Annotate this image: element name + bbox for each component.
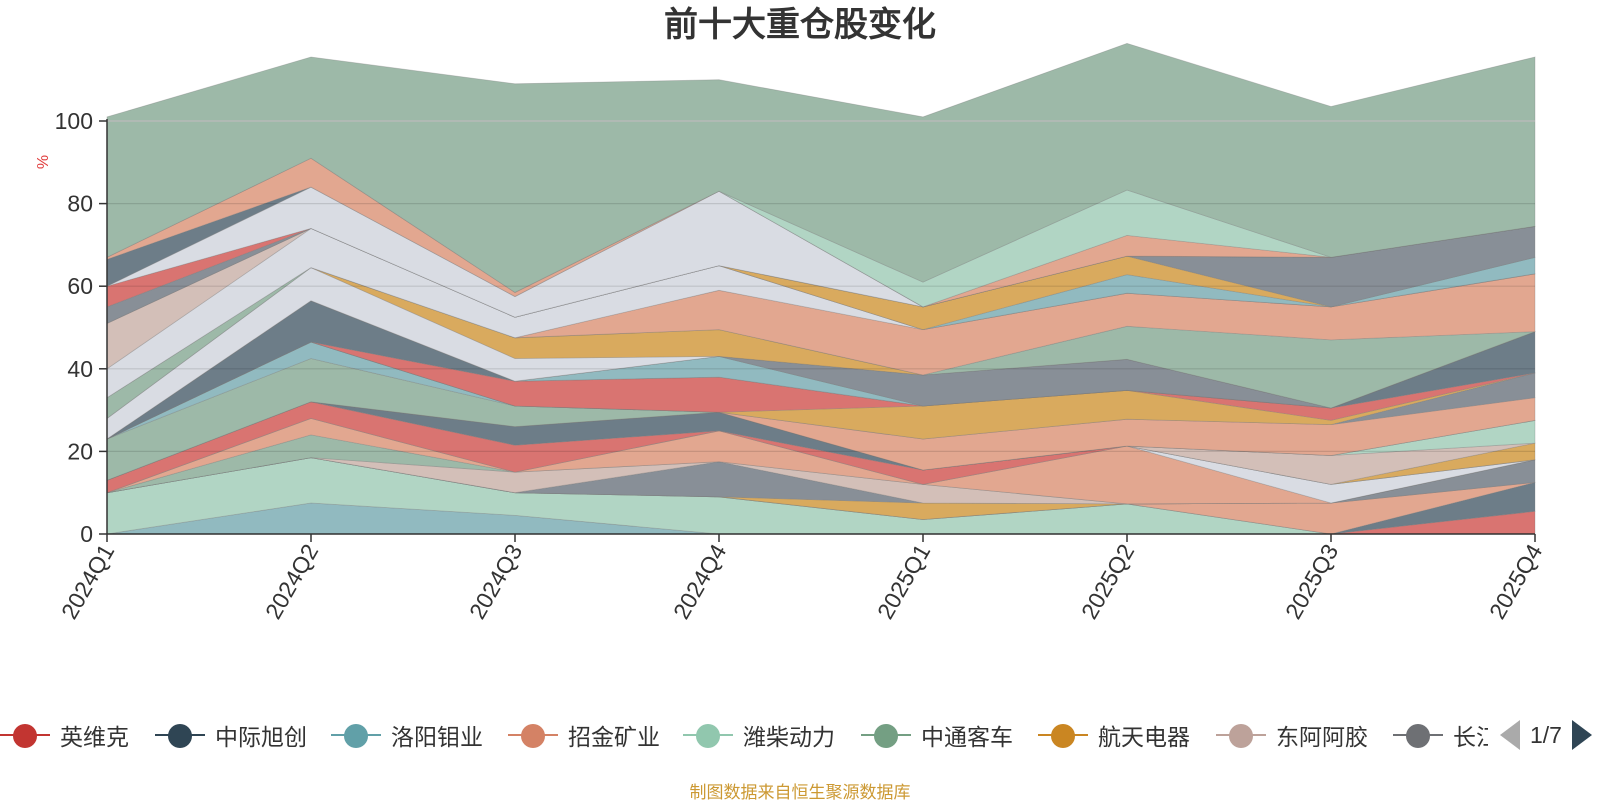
legend-label: 招金矿业: [568, 724, 660, 750]
legend-pager: 1/7: [1500, 718, 1592, 752]
legend-label: 东阿阿胶: [1276, 724, 1368, 750]
area-layer: [106, 42, 1536, 535]
x-tick-label: 2024Q2: [260, 540, 323, 624]
x-tick-label: 2025Q1: [872, 540, 935, 624]
y-tick-label: 60: [67, 273, 93, 299]
legend-marker-icon: [331, 720, 381, 750]
x-tick-label: 2025Q4: [1484, 539, 1548, 623]
area-series-38: [106, 157, 1536, 308]
y-tick-label: 20: [67, 438, 93, 464]
legend-marker-icon: [508, 720, 558, 750]
legend-next-arrow-icon[interactable]: [1571, 720, 1592, 750]
legend-label: 洛阳钼业: [391, 724, 483, 750]
x-tick-label: 2025Q3: [1280, 540, 1343, 624]
legend-item[interactable]: 东阿阿胶: [1216, 715, 1368, 755]
y-tick-label: 0: [80, 521, 93, 547]
area-series-40: [106, 42, 1536, 293]
legend-label: 长江电力: [1453, 724, 1488, 750]
legend-prev-arrow-icon[interactable]: [1500, 720, 1520, 750]
stacked-area-chart: 0 20 40 60 80 100 2024Q1 2024Q2 2024Q3 2024Q4 2025…: [35, 42, 1548, 624]
y-tick-label: 80: [67, 191, 93, 217]
legend-item[interactable]: 中际旭创: [155, 715, 307, 755]
legend-marker-icon: [1216, 720, 1266, 750]
grid-layer: [107, 120, 1535, 535]
y-axis-label: %: [35, 155, 52, 169]
legend-label: 中通客车: [921, 724, 1013, 750]
legend-page-indicator: 1/7: [1530, 721, 1562, 748]
legend-item[interactable]: 长江电力: [1393, 715, 1488, 755]
legend: 英维克 中际旭创 洛阳钼业 招金矿业 潍柴动力 中通客车 航天电器 东阿阿胶 长江电力: [0, 715, 1488, 755]
source-note: 制图数据来自恒生聚源数据库: [689, 783, 911, 802]
legend-label: 潍柴动力: [743, 724, 835, 750]
legend-item[interactable]: 潍柴动力: [683, 715, 835, 755]
x-tick-label: 2025Q2: [1076, 540, 1139, 624]
legend-item[interactable]: 英维克: [0, 715, 129, 755]
legend-marker-icon: [861, 720, 911, 750]
x-tick-label: 2024Q3: [464, 540, 527, 624]
legend-marker-icon: [0, 720, 50, 750]
y-tick-label: 100: [55, 108, 93, 134]
chart-title: 前十大重仓股变化: [664, 6, 936, 44]
legend-item[interactable]: 招金矿业: [508, 715, 660, 755]
legend-item[interactable]: 中通客车: [861, 715, 1013, 755]
x-tick-label: 2024Q4: [668, 539, 732, 623]
legend-item[interactable]: 洛阳钼业: [331, 715, 483, 755]
legend-marker-icon: [155, 720, 205, 750]
legend-label: 航天电器: [1098, 724, 1190, 750]
x-tick-label: 2024Q1: [56, 540, 119, 624]
legend-label: 英维克: [60, 724, 129, 750]
legend-marker-icon: [1038, 720, 1088, 750]
legend-marker-icon: [683, 720, 733, 750]
legend-label: 中际旭创: [215, 724, 307, 750]
legend-marker-icon: [1393, 720, 1443, 750]
legend-item[interactable]: 航天电器: [1038, 715, 1190, 755]
area-series-28: [106, 267, 1536, 420]
y-tick-label: 40: [67, 356, 93, 382]
